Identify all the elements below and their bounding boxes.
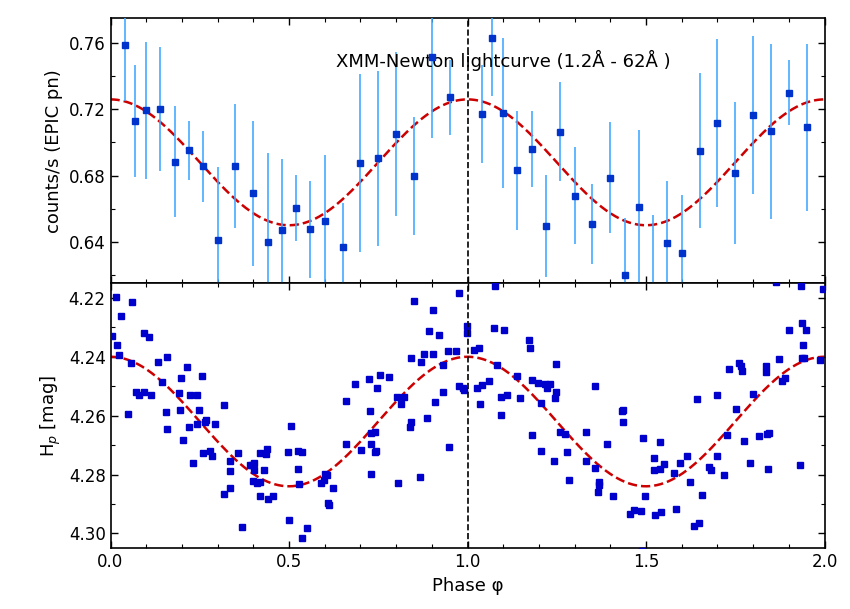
X-axis label: Phase φ: Phase φ <box>432 577 503 594</box>
Y-axis label: counts/s (EPIC pn): counts/s (EPIC pn) <box>45 69 63 233</box>
Text: XMM-Newton lightcurve (1.2Å - 62Å ): XMM-Newton lightcurve (1.2Å - 62Å ) <box>336 50 671 71</box>
Y-axis label: H$_p$ [mag]: H$_p$ [mag] <box>39 375 63 457</box>
